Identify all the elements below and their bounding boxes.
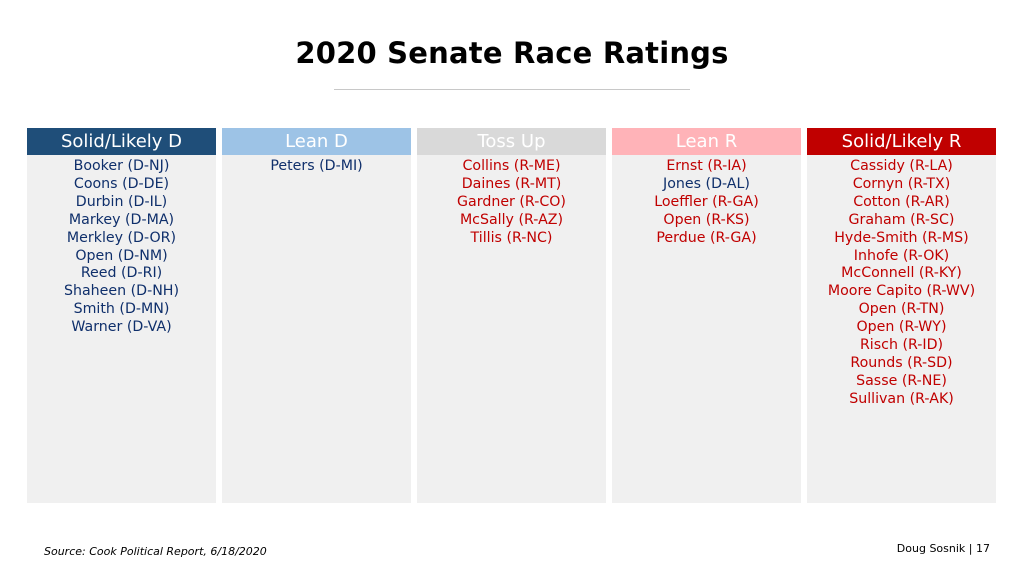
race-item: Open (R-WY)	[856, 319, 947, 336]
race-item: Daines (R-MT)	[461, 175, 562, 192]
column-header-solid-likely-d: Solid/Likely D	[27, 128, 216, 155]
column-solid-likely-r: Solid/Likely R Cassidy (R-LA) Cornyn (R-T…	[807, 128, 996, 503]
race-item: Open (D-NM)	[75, 247, 168, 264]
race-item: Hyde-Smith (R-MS)	[834, 229, 969, 246]
race-list-lean-r: Ernst (R-IA) Jones (D-AL) Loeffler (R-GA) O…	[612, 155, 801, 248]
title-divider	[334, 89, 690, 90]
race-list-solid-likely-r: Cassidy (R-LA) Cornyn (R-TX) Cotton (R-AR)…	[807, 155, 996, 409]
race-item: Peters (D-MI)	[270, 158, 363, 174]
race-item: Warner (D-VA)	[71, 319, 172, 336]
race-item: Shaheen (D-NH)	[63, 283, 180, 300]
race-item: Ernst (R-IA)	[666, 158, 747, 174]
race-item: Rounds (R-SD)	[850, 354, 953, 371]
race-item: McSally (R-AZ)	[459, 211, 564, 228]
race-item: Booker (D-NJ)	[73, 158, 170, 174]
race-item: Cotton (R-AR)	[853, 193, 950, 210]
race-item: Cornyn (R-TX)	[852, 175, 951, 192]
race-item: Reed (D-RI)	[80, 265, 163, 282]
race-item: Jones (D-AL)	[663, 175, 750, 192]
race-item: Loeffler (R-GA)	[654, 193, 759, 210]
column-lean-r: Lean R Ernst (R-IA) Jones (D-AL) Loeffler …	[612, 128, 801, 503]
race-item: Sullivan (R-AK)	[849, 390, 954, 407]
slide-title: 2020 Senate Race Ratings	[295, 36, 729, 70]
race-item: Sasse (R-NE)	[856, 372, 947, 389]
column-header-solid-likely-r: Solid/Likely R	[807, 128, 996, 155]
column-lean-d: Lean D Peters (D-MI)	[222, 128, 411, 503]
race-item: Tillis (R-NC)	[470, 229, 553, 246]
race-item: Open (R-TN)	[858, 301, 945, 318]
race-item: Merkley (D-OR)	[66, 229, 177, 246]
race-list-toss-up: Collins (R-ME) Daines (R-MT) Gardner (R-CO…	[417, 155, 606, 248]
column-header-lean-d: Lean D	[222, 128, 411, 155]
race-item: Risch (R-ID)	[859, 337, 944, 354]
race-list-solid-likely-d: Booker (D-NJ) Coons (D-DE) Durbin (D-IL) Ma…	[27, 155, 216, 337]
race-item: Markey (D-MA)	[68, 211, 175, 228]
column-header-lean-r: Lean R	[612, 128, 801, 155]
race-item: Moore Capito (R-WV)	[827, 283, 976, 300]
source-note: Source: Cook Political Report, 6/18/2020	[44, 545, 267, 558]
race-list-lean-d: Peters (D-MI)	[222, 155, 411, 176]
race-item: McConnell (R-KY)	[841, 265, 962, 282]
race-item: Open (R-KS)	[663, 211, 750, 228]
race-item: Collins (R-ME)	[462, 158, 561, 174]
author-page-number: Doug Sosnik | 17	[896, 542, 990, 555]
column-header-toss-up: Toss Up	[417, 128, 606, 155]
race-item: Coons (D-DE)	[73, 175, 170, 192]
race-item: Smith (D-MN)	[73, 301, 170, 318]
race-item: Durbin (D-IL)	[75, 193, 168, 210]
race-item: Perdue (R-GA)	[656, 229, 757, 246]
race-item: Cassidy (R-LA)	[850, 158, 953, 174]
race-item: Graham (R-SC)	[848, 211, 955, 228]
race-item: Inhofe (R-OK)	[853, 247, 950, 264]
column-solid-likely-d: Solid/Likely D Booker (D-NJ) Coons (D-DE)…	[27, 128, 216, 503]
column-toss-up: Toss Up Collins (R-ME) Daines (R-MT) Gardn…	[417, 128, 606, 503]
race-item: Gardner (R-CO)	[457, 193, 566, 210]
